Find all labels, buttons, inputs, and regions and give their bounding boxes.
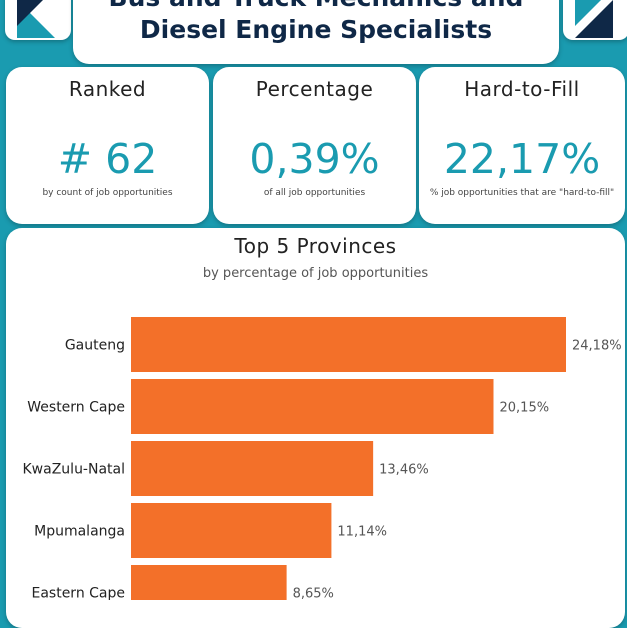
- kpi-subtitle: % job opportunities that are "hard-to-fi…: [429, 188, 615, 198]
- bar-chart: Gauteng 24,18% Western Cape 20,15% KwaZulu-N…: [23, 317, 622, 601]
- bar-western-cape: [131, 379, 494, 434]
- page-title-line-2: Diesel Engine Specialists: [139, 15, 493, 44]
- kpi-value: # 62: [57, 135, 158, 183]
- kpi-card-hard-to-fill: Hard-to-Fill 22,17% % job opportunities …: [419, 67, 625, 224]
- category-label: KwaZulu-Natal: [23, 462, 126, 478]
- kpi-card-percentage: Percentage 0,39% of all job opportunitie…: [213, 67, 416, 224]
- bar-mpumalanga: [131, 503, 332, 558]
- page-title-line-1: Bus and Truck Mechanics and: [73, 0, 559, 14]
- kpi-label: Ranked: [68, 77, 147, 101]
- kpi-label: Hard-to-Fill: [464, 77, 580, 101]
- back-arrow-icon: [17, 0, 55, 38]
- category-label: Mpumalanga: [34, 524, 125, 540]
- bar-eastern-cape: [131, 565, 287, 600]
- back-nav-button[interactable]: [5, 0, 71, 40]
- kpi-value: 22,17%: [443, 135, 601, 183]
- category-label: Gauteng: [65, 338, 125, 354]
- kpi-subtitle: by count of job opportunities: [42, 188, 173, 198]
- bar-gauteng: [131, 317, 566, 372]
- category-label: Eastern Cape: [31, 586, 125, 601]
- category-label: Western Cape: [27, 400, 125, 416]
- data-label: 11,14%: [337, 525, 387, 540]
- kpi-value: 0,39%: [249, 135, 380, 183]
- chart-subtitle: by percentage of job opportunities: [202, 266, 429, 281]
- kpi-subtitle: of all job opportunities: [263, 188, 366, 198]
- data-label: 8,65%: [293, 587, 334, 601]
- kpi-label: Percentage: [255, 77, 374, 101]
- data-label: 13,46%: [379, 463, 429, 478]
- data-label: 24,18%: [572, 339, 622, 354]
- chart-card: Top 5 Provinces by percentage of job opp…: [6, 228, 625, 628]
- bar-kwazulu-natal: [131, 441, 374, 496]
- data-label: 20,15%: [500, 401, 550, 416]
- title-card: Bus and Truck Mechanics and Diesel Engin…: [73, 0, 559, 64]
- kpi-card-ranked: Ranked # 62 by count of job opportunitie…: [6, 67, 209, 224]
- forward-nav-button[interactable]: [563, 0, 627, 40]
- chart-title: Top 5 Provinces: [234, 234, 397, 258]
- forward-arrow-icon: [575, 0, 613, 38]
